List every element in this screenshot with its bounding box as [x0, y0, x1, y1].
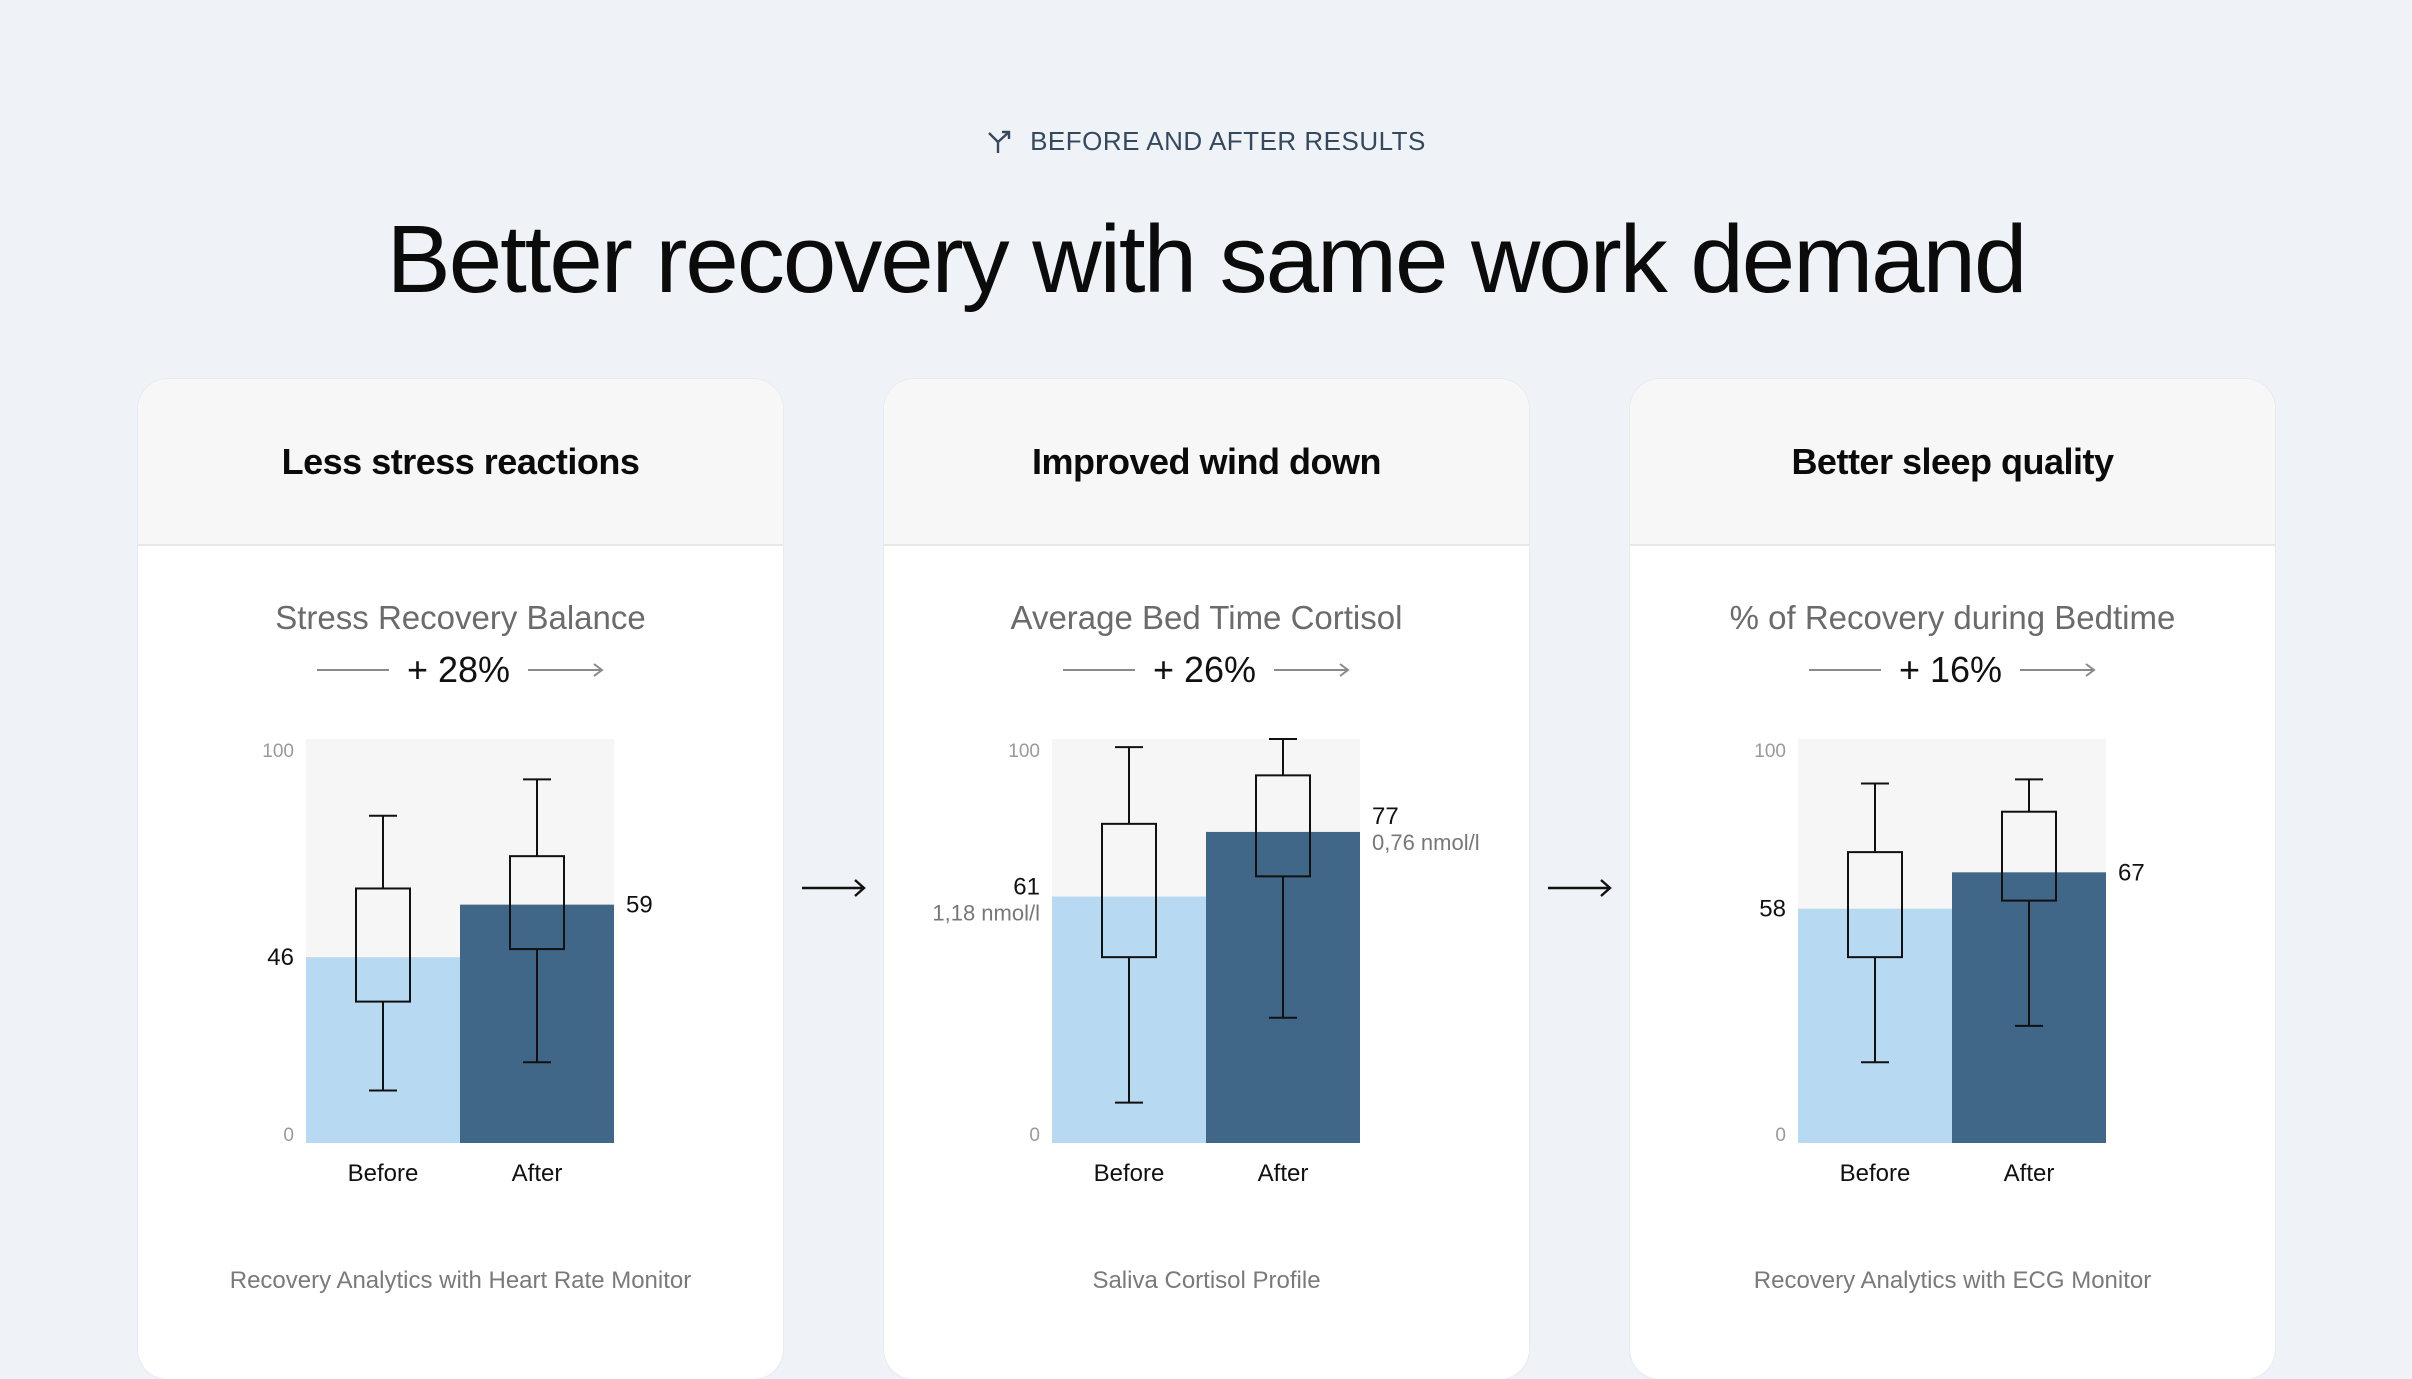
- x-tick-label: After: [2004, 1160, 2055, 1187]
- y-tick-label: 100: [1754, 741, 1786, 762]
- x-tick-label: Before: [348, 1160, 419, 1187]
- card-title: Better sleep quality: [1791, 440, 2114, 482]
- divider-line: [1808, 669, 1881, 671]
- flow-arrow-icon: [802, 879, 866, 897]
- chart-bed-time-cortisol: 0 100 Before 611,18 nmol/l After 770,76 nmol/…: [932, 738, 1480, 1187]
- chart-stress-recovery: 0 100 Before 46 After 59: [262, 739, 653, 1187]
- change-value: + 28%: [406, 649, 511, 690]
- card-header: Better sleep quality: [1630, 379, 2275, 546]
- change-value: + 26%: [1152, 649, 1257, 690]
- data-label: 67: [2118, 859, 2145, 886]
- card-header: Improved wind down: [884, 379, 1529, 546]
- box-iqr: [1847, 851, 1903, 959]
- result-card-sleep: Better sleep quality % of Recovery durin…: [1630, 379, 2275, 1379]
- divider-line: [1062, 669, 1135, 671]
- box-iqr: [355, 887, 411, 1003]
- result-card-stress: Less stress reactions Stress Recovery Ba…: [138, 379, 783, 1379]
- x-tick-label: After: [512, 1160, 563, 1187]
- arrow-right-icon: [1274, 663, 1350, 677]
- y-tick-label: 0: [283, 1125, 294, 1146]
- x-tick-label: Before: [1094, 1160, 1165, 1187]
- data-label: 77: [1372, 803, 1399, 830]
- card-header: Less stress reactions: [138, 379, 783, 546]
- y-tick-label: 0: [1029, 1125, 1040, 1146]
- page-title: Better recovery with same work demand: [386, 206, 2028, 313]
- split-arrow-icon: [988, 130, 1011, 153]
- data-label: 46: [267, 944, 294, 971]
- arrow-right-icon: [2020, 663, 2096, 677]
- result-card-wind-down: Improved wind down Average Bed Time Cort…: [884, 379, 1529, 1379]
- x-tick-label: After: [1258, 1160, 1309, 1187]
- metric-label: Average Bed Time Cortisol: [1010, 599, 1403, 636]
- metric-label: Stress Recovery Balance: [275, 599, 646, 636]
- flow-arrow-icon: [1548, 879, 1612, 897]
- box-iqr: [509, 855, 565, 951]
- section-eyebrow: BEFORE AND AFTER RESULTS: [0, 126, 2412, 157]
- chart-recovery-bedtime: 0 100 Before 58 After 67: [1754, 739, 2145, 1187]
- change-row: + 16%: [1630, 649, 2275, 691]
- divider-line: [316, 669, 389, 671]
- arrow-right-icon: [528, 663, 604, 677]
- y-tick-label: 0: [1775, 1125, 1786, 1146]
- change-value: + 16%: [1898, 649, 2003, 690]
- data-sublabel: 0,76 nmol/l: [1372, 830, 1480, 855]
- y-tick-label: 100: [262, 741, 294, 762]
- data-label: 61: [1013, 874, 1040, 901]
- data-label: 59: [626, 892, 653, 919]
- card-title: Less stress reactions: [281, 440, 640, 482]
- data-source: Recovery Analytics with Heart Rate Monit…: [229, 1267, 692, 1294]
- change-row: + 28%: [138, 649, 783, 691]
- data-source: Saliva Cortisol Profile: [1092, 1267, 1321, 1294]
- card-title: Improved wind down: [1032, 440, 1382, 482]
- data-label: 58: [1759, 896, 1786, 923]
- eyebrow-label: BEFORE AND AFTER RESULTS: [1030, 126, 1426, 156]
- box-iqr: [1101, 822, 1157, 959]
- data-source: Recovery Analytics with ECG Monitor: [1753, 1267, 2152, 1294]
- box-iqr: [1255, 774, 1311, 878]
- data-sublabel: 1,18 nmol/l: [932, 901, 1040, 926]
- change-row: + 26%: [884, 649, 1529, 691]
- box-iqr: [2001, 810, 2057, 902]
- metric-label: % of Recovery during Bedtime: [1729, 599, 2176, 636]
- x-tick-label: Before: [1840, 1160, 1911, 1187]
- y-tick-label: 100: [1008, 741, 1040, 762]
